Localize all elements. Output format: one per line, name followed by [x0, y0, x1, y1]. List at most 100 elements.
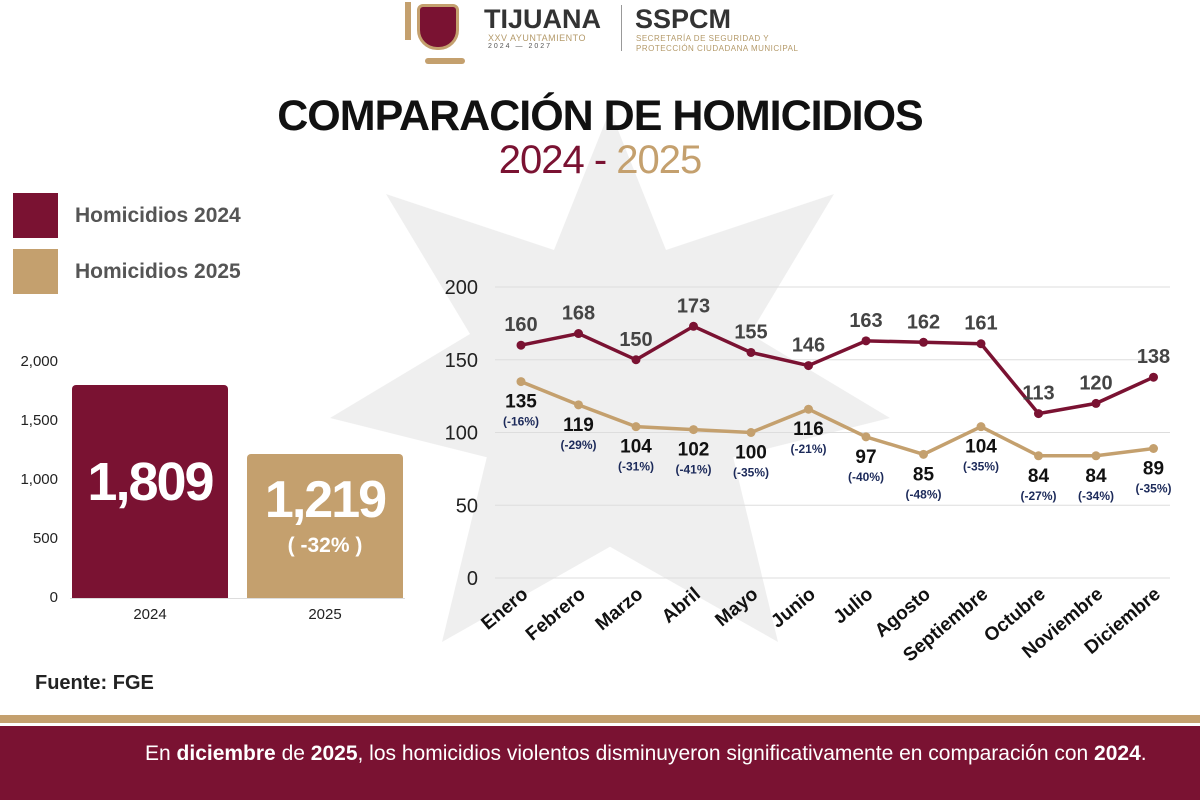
data-label: 173 [677, 295, 710, 317]
change-label: (-21%) [790, 442, 826, 456]
change-label: (-34%) [1078, 489, 1114, 503]
bar-baseline [70, 598, 405, 599]
data-label: 160 [504, 314, 537, 336]
x-tick-label: Julio [830, 584, 877, 629]
footer-summary: En diciembre de 2025, los homicidios vio… [0, 726, 1200, 800]
bar-y-tick-label: 2,000 [20, 353, 58, 370]
data-point [574, 329, 583, 339]
page-title: COMPARACIÓN DE HOMICIDIOS [277, 92, 924, 140]
series-line-2025 [520, 379, 1154, 458]
data-point [631, 355, 641, 365]
bar-value-label: 1,219 [264, 471, 387, 530]
bar-y-tick-label: 0 [49, 589, 58, 606]
data-label: 119 [563, 415, 594, 436]
police-star-watermark [330, 110, 890, 642]
sspcm-name: SSPCM [635, 4, 732, 34]
data-label: 85 [913, 464, 935, 485]
legend-swatch-2024 [13, 193, 58, 238]
legend-label-2025: Homicidios 2025 [75, 260, 241, 283]
y-tick-label: 0 [467, 568, 478, 590]
data-label: 155 [734, 321, 767, 343]
data-point [1149, 444, 1158, 454]
data-point [976, 339, 986, 349]
data-label: 100 [735, 443, 767, 464]
data-label: 161 [964, 313, 997, 335]
header-divider [621, 5, 622, 51]
data-label: 84 [1028, 466, 1050, 487]
legend-swatch-2025 [13, 249, 58, 294]
footer-divider [0, 715, 1200, 723]
change-label: (-31%) [618, 460, 654, 474]
data-point [1034, 451, 1043, 461]
data-label: 104 [965, 437, 997, 458]
bar-change-label: ( -32% ) [287, 534, 363, 558]
data-point [631, 422, 641, 432]
bar-y-tick-label: 1,000 [20, 471, 58, 488]
data-point [689, 321, 698, 331]
data-label: 102 [678, 440, 710, 461]
bar-category-label: 2025 [308, 606, 342, 623]
tijuana-name: TIJUANA [484, 4, 602, 34]
bar-value-label: 1,809 [87, 451, 214, 512]
bar-category-label: 2024 [133, 606, 167, 623]
sspcm-sub2: PROTECCIÓN CIUDADANA MUNICIPAL [636, 44, 799, 53]
data-point [861, 432, 871, 442]
change-label: (-35%) [963, 460, 999, 474]
data-label: 84 [1085, 466, 1107, 487]
change-label: (-40%) [848, 470, 884, 484]
data-label: 120 [1079, 372, 1112, 394]
data-point [516, 377, 526, 387]
data-label: 97 [855, 447, 876, 468]
change-label: (-35%) [1135, 482, 1171, 496]
data-label: 168 [562, 303, 595, 325]
change-label: (-41%) [675, 463, 711, 477]
x-tick-label: Junio [767, 584, 819, 633]
x-tick-label: Marzo [592, 584, 648, 635]
legend-label-2024: Homicidios 2024 [75, 204, 241, 227]
data-label: 104 [620, 437, 652, 458]
bar-2024: 1,809 [72, 384, 228, 598]
change-label: (-48%) [905, 487, 941, 501]
ayuntamiento-years: 2024 — 2027 [488, 43, 553, 50]
sspcm-sub1: SECRETARÍA DE SEGURIDAD Y [636, 34, 770, 43]
data-point [1091, 451, 1101, 461]
tijuana-logo [405, 2, 465, 66]
data-point [976, 422, 986, 432]
y-tick-label: 50 [456, 495, 478, 517]
data-point [1034, 409, 1043, 419]
bar-y-tick-label: 500 [32, 530, 58, 547]
data-point [746, 347, 756, 357]
data-point [919, 449, 928, 459]
data-label: 163 [849, 310, 882, 332]
data-point [861, 336, 871, 346]
data-point [516, 340, 526, 350]
change-label: (-16%) [503, 415, 539, 429]
data-label: 162 [907, 311, 940, 333]
data-point [689, 425, 698, 435]
years-subtitle: 2024 - 2025 [498, 138, 703, 182]
data-point [746, 428, 756, 437]
series-line-2024 [520, 324, 1155, 416]
data-point [804, 404, 813, 414]
x-tick-label: Mayo [712, 584, 763, 631]
change-label: (-29%) [560, 438, 596, 452]
data-label: 89 [1143, 459, 1164, 480]
data-label: 116 [793, 419, 824, 440]
data-label: 113 [1022, 383, 1054, 405]
y-tick-label: 100 [445, 423, 478, 445]
data-label: 150 [619, 329, 652, 351]
source-note: Fuente: FGE [35, 672, 154, 694]
x-tick-label: Abril [658, 584, 705, 628]
data-label: 146 [792, 335, 825, 357]
bar-y-tick-label: 1,500 [20, 412, 58, 429]
ayuntamiento-label: XXV AYUNTAMIENTO [488, 33, 587, 43]
y-tick-label: 200 [445, 277, 478, 299]
change-label: (-35%) [733, 466, 769, 480]
data-label: 138 [1137, 346, 1170, 368]
data-label: 135 [505, 392, 537, 413]
y-tick-label: 150 [445, 350, 478, 372]
data-point [919, 337, 928, 347]
x-tick-label: Febrero [522, 584, 590, 646]
data-point [574, 400, 583, 410]
bar-2025: 1,219 ( -32% ) [247, 454, 403, 598]
